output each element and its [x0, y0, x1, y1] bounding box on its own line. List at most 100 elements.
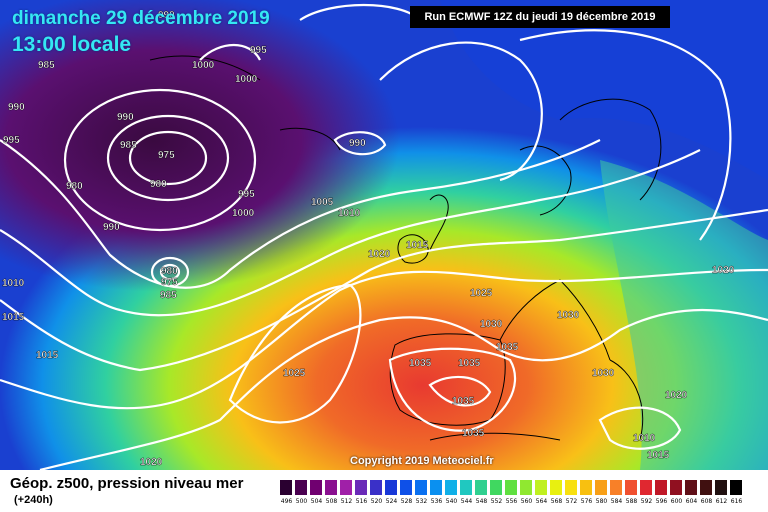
scale-tick-524: 524: [385, 498, 398, 505]
scale-tick-496: 496: [280, 498, 293, 505]
legend-title: Géop. z500, pression niveau mer: [10, 475, 244, 492]
scale-tick-600: 600: [670, 498, 683, 505]
legend-bar: Géop. z500, pression niveau mer (+240h) …: [0, 470, 768, 512]
scale-tick-592: 592: [640, 498, 653, 505]
scale-tick-540: 540: [445, 498, 458, 505]
svg-text:1035: 1035: [452, 396, 475, 407]
svg-text:1020: 1020: [665, 390, 688, 401]
scale-swatch-600: [670, 480, 682, 495]
scale-swatch-616: [730, 480, 742, 495]
scale-tick-504: 504: [310, 498, 323, 505]
model-run-label: Run ECMWF 12Z du jeudi 19 décembre 2019: [410, 6, 670, 28]
scale-swatch-500: [295, 480, 307, 495]
svg-text:1020: 1020: [712, 265, 735, 276]
svg-text:980: 980: [66, 181, 83, 192]
svg-text:990: 990: [8, 102, 25, 113]
scale-swatch-584: [610, 480, 622, 495]
scale-tick-616: 616: [730, 498, 743, 505]
scale-swatch-608: [700, 480, 712, 495]
scale-tick-512: 512: [340, 498, 353, 505]
isobars: [0, 3, 768, 470]
scale-tick-580: 580: [595, 498, 608, 505]
scale-swatch-556: [505, 480, 517, 495]
scale-swatch-520: [370, 480, 382, 495]
copyright-text: Copyright 2019 Meteociel.fr: [350, 455, 494, 467]
scale-swatch-504: [310, 480, 322, 495]
scale-tick-556: 556: [505, 498, 518, 505]
svg-text:985: 985: [120, 140, 137, 151]
ne-blue-field: [440, 0, 768, 180]
svg-text:1010: 1010: [338, 208, 361, 219]
svg-text:990: 990: [158, 10, 175, 21]
color-scale: 496 500 504 508 512 516 520 524 528 532 536 540 544 5…: [280, 480, 748, 508]
scale-swatch-528: [400, 480, 412, 495]
svg-text:1035: 1035: [496, 342, 519, 353]
scale-tick-548: 548: [475, 498, 488, 505]
svg-text:990: 990: [349, 138, 366, 149]
scale-tick-588: 588: [625, 498, 638, 505]
svg-text:1030: 1030: [557, 310, 580, 321]
forecast-hour: (+240h): [14, 494, 53, 506]
scale-swatch-516: [355, 480, 367, 495]
scale-swatch-588: [625, 480, 637, 495]
scale-swatch-572: [565, 480, 577, 495]
svg-text:1010: 1010: [2, 278, 25, 289]
svg-text:985: 985: [160, 290, 177, 301]
svg-text:1000: 1000: [235, 74, 258, 85]
svg-text:1000: 1000: [192, 60, 215, 71]
scale-swatch-544: [460, 480, 472, 495]
svg-text:1015: 1015: [406, 240, 429, 251]
scale-tick-608: 608: [700, 498, 713, 505]
scale-swatch-540: [445, 480, 457, 495]
svg-text:1035: 1035: [409, 358, 432, 369]
scale-tick-532: 532: [415, 498, 428, 505]
scale-swatch-580: [595, 480, 607, 495]
svg-text:1025: 1025: [283, 368, 306, 379]
scale-tick-612: 612: [715, 498, 728, 505]
isobar-labels: 985 990 995 990 1000 1000 995 990 985 97…: [2, 10, 735, 468]
scale-tick-604: 604: [685, 498, 698, 505]
svg-text:980: 980: [150, 179, 167, 190]
scale-tick-536: 536: [430, 498, 443, 505]
svg-text:995: 995: [250, 45, 267, 56]
svg-text:1000: 1000: [232, 208, 255, 219]
scale-swatch-536: [430, 480, 442, 495]
scale-tick-520: 520: [370, 498, 383, 505]
svg-text:1015: 1015: [2, 312, 25, 323]
svg-text:995: 995: [3, 135, 20, 146]
svg-text:1005: 1005: [311, 197, 334, 208]
svg-text:995: 995: [238, 189, 255, 200]
scale-swatch-564: [535, 480, 547, 495]
svg-text:975: 975: [158, 150, 175, 161]
scale-swatch-532: [415, 480, 427, 495]
scale-swatch-592: [640, 480, 652, 495]
svg-text:1030: 1030: [592, 368, 615, 379]
scale-tick-576: 576: [580, 498, 593, 505]
scale-tick-596: 596: [655, 498, 668, 505]
forecast-time: 13:00 locale: [12, 33, 132, 56]
svg-text:990: 990: [103, 222, 120, 233]
scale-swatch-548: [475, 480, 487, 495]
svg-text:980: 980: [161, 266, 178, 277]
scale-tick-560: 560: [520, 498, 533, 505]
scale-tick-500: 500: [295, 498, 308, 505]
scale-tick-528: 528: [400, 498, 413, 505]
svg-text:1035: 1035: [458, 358, 481, 369]
svg-text:1010: 1010: [633, 433, 656, 444]
scale-tick-584: 584: [610, 498, 623, 505]
scale-swatch-508: [325, 480, 337, 495]
scale-swatch-568: [550, 480, 562, 495]
scale-swatch-576: [580, 480, 592, 495]
scale-swatch-512: [340, 480, 352, 495]
svg-text:985: 985: [38, 60, 55, 71]
scale-swatch-524: [385, 480, 397, 495]
svg-text:1035: 1035: [462, 428, 485, 439]
svg-text:1030: 1030: [480, 319, 503, 330]
scale-tick-544: 544: [460, 498, 473, 505]
scale-swatch-596: [655, 480, 667, 495]
east-green-field: [600, 160, 768, 470]
scale-swatch-496: [280, 480, 292, 495]
svg-text:975: 975: [161, 277, 178, 288]
forecast-date: dimanche 29 décembre 2019: [12, 8, 270, 29]
